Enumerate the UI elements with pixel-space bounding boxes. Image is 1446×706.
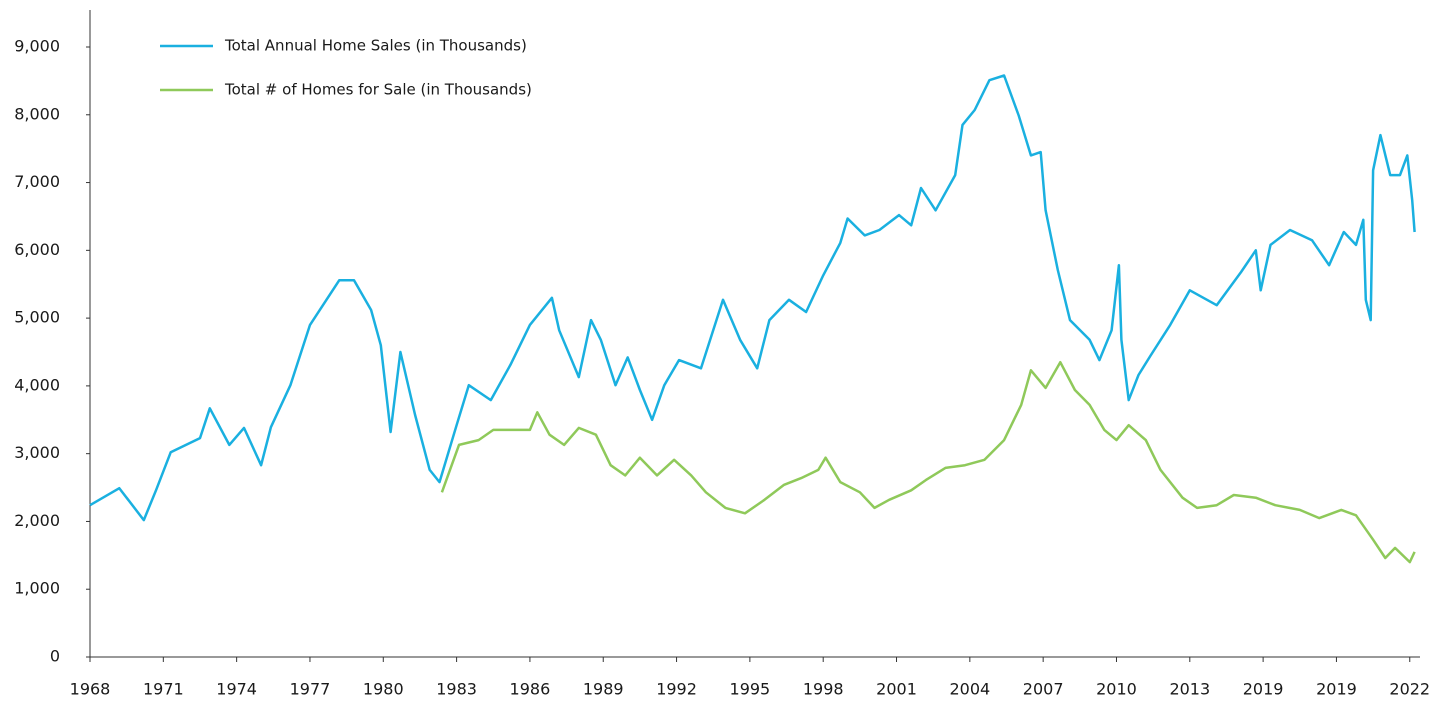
x-tick-label: 1983	[436, 680, 477, 699]
y-tick-label: 3,000	[14, 443, 60, 462]
x-tick-label: 1995	[730, 680, 771, 699]
x-tick-label: 1980	[363, 680, 404, 699]
x-tick-label: 2010	[1096, 680, 1137, 699]
x-tick-label: 1971	[143, 680, 184, 699]
x-tick-label: 1968	[70, 680, 111, 699]
data-line	[89, 74, 1416, 522]
y-tick-label: 8,000	[14, 104, 60, 123]
y-tick-label: 6,000	[14, 240, 60, 259]
x-tick-label: 2022	[1389, 680, 1430, 699]
x-tick-label: 1998	[803, 680, 844, 699]
x-tick-label: 1989	[583, 680, 624, 699]
legend-label: Total Annual Home Sales (in Thousands)	[224, 37, 527, 55]
legend-label: Total # of Homes for Sale (in Thousands)	[224, 81, 532, 99]
x-tick-label: 1977	[290, 680, 331, 699]
y-tick-label: 5,000	[14, 308, 60, 327]
y-tick-label: 7,000	[14, 172, 60, 191]
y-tick-label: 0	[50, 647, 60, 666]
x-tick-label: 2007	[1023, 680, 1064, 699]
data-line	[440, 360, 1416, 564]
x-tick-label: 2019	[1243, 680, 1284, 699]
x-tick-label: 2001	[876, 680, 917, 699]
y-tick-label: 1,000	[14, 579, 60, 598]
x-tick-label: 2004	[949, 680, 990, 699]
x-tick-label: 1992	[656, 680, 697, 699]
y-tick-label: 2,000	[14, 511, 60, 530]
x-tick-label: 2019	[1316, 680, 1357, 699]
y-tick-label: 9,000	[14, 37, 60, 56]
x-tick-label: 2013	[1169, 680, 1210, 699]
x-tick-label: 1986	[510, 680, 551, 699]
x-tick-label: 1974	[216, 680, 257, 699]
y-tick-label: 4,000	[14, 375, 60, 394]
